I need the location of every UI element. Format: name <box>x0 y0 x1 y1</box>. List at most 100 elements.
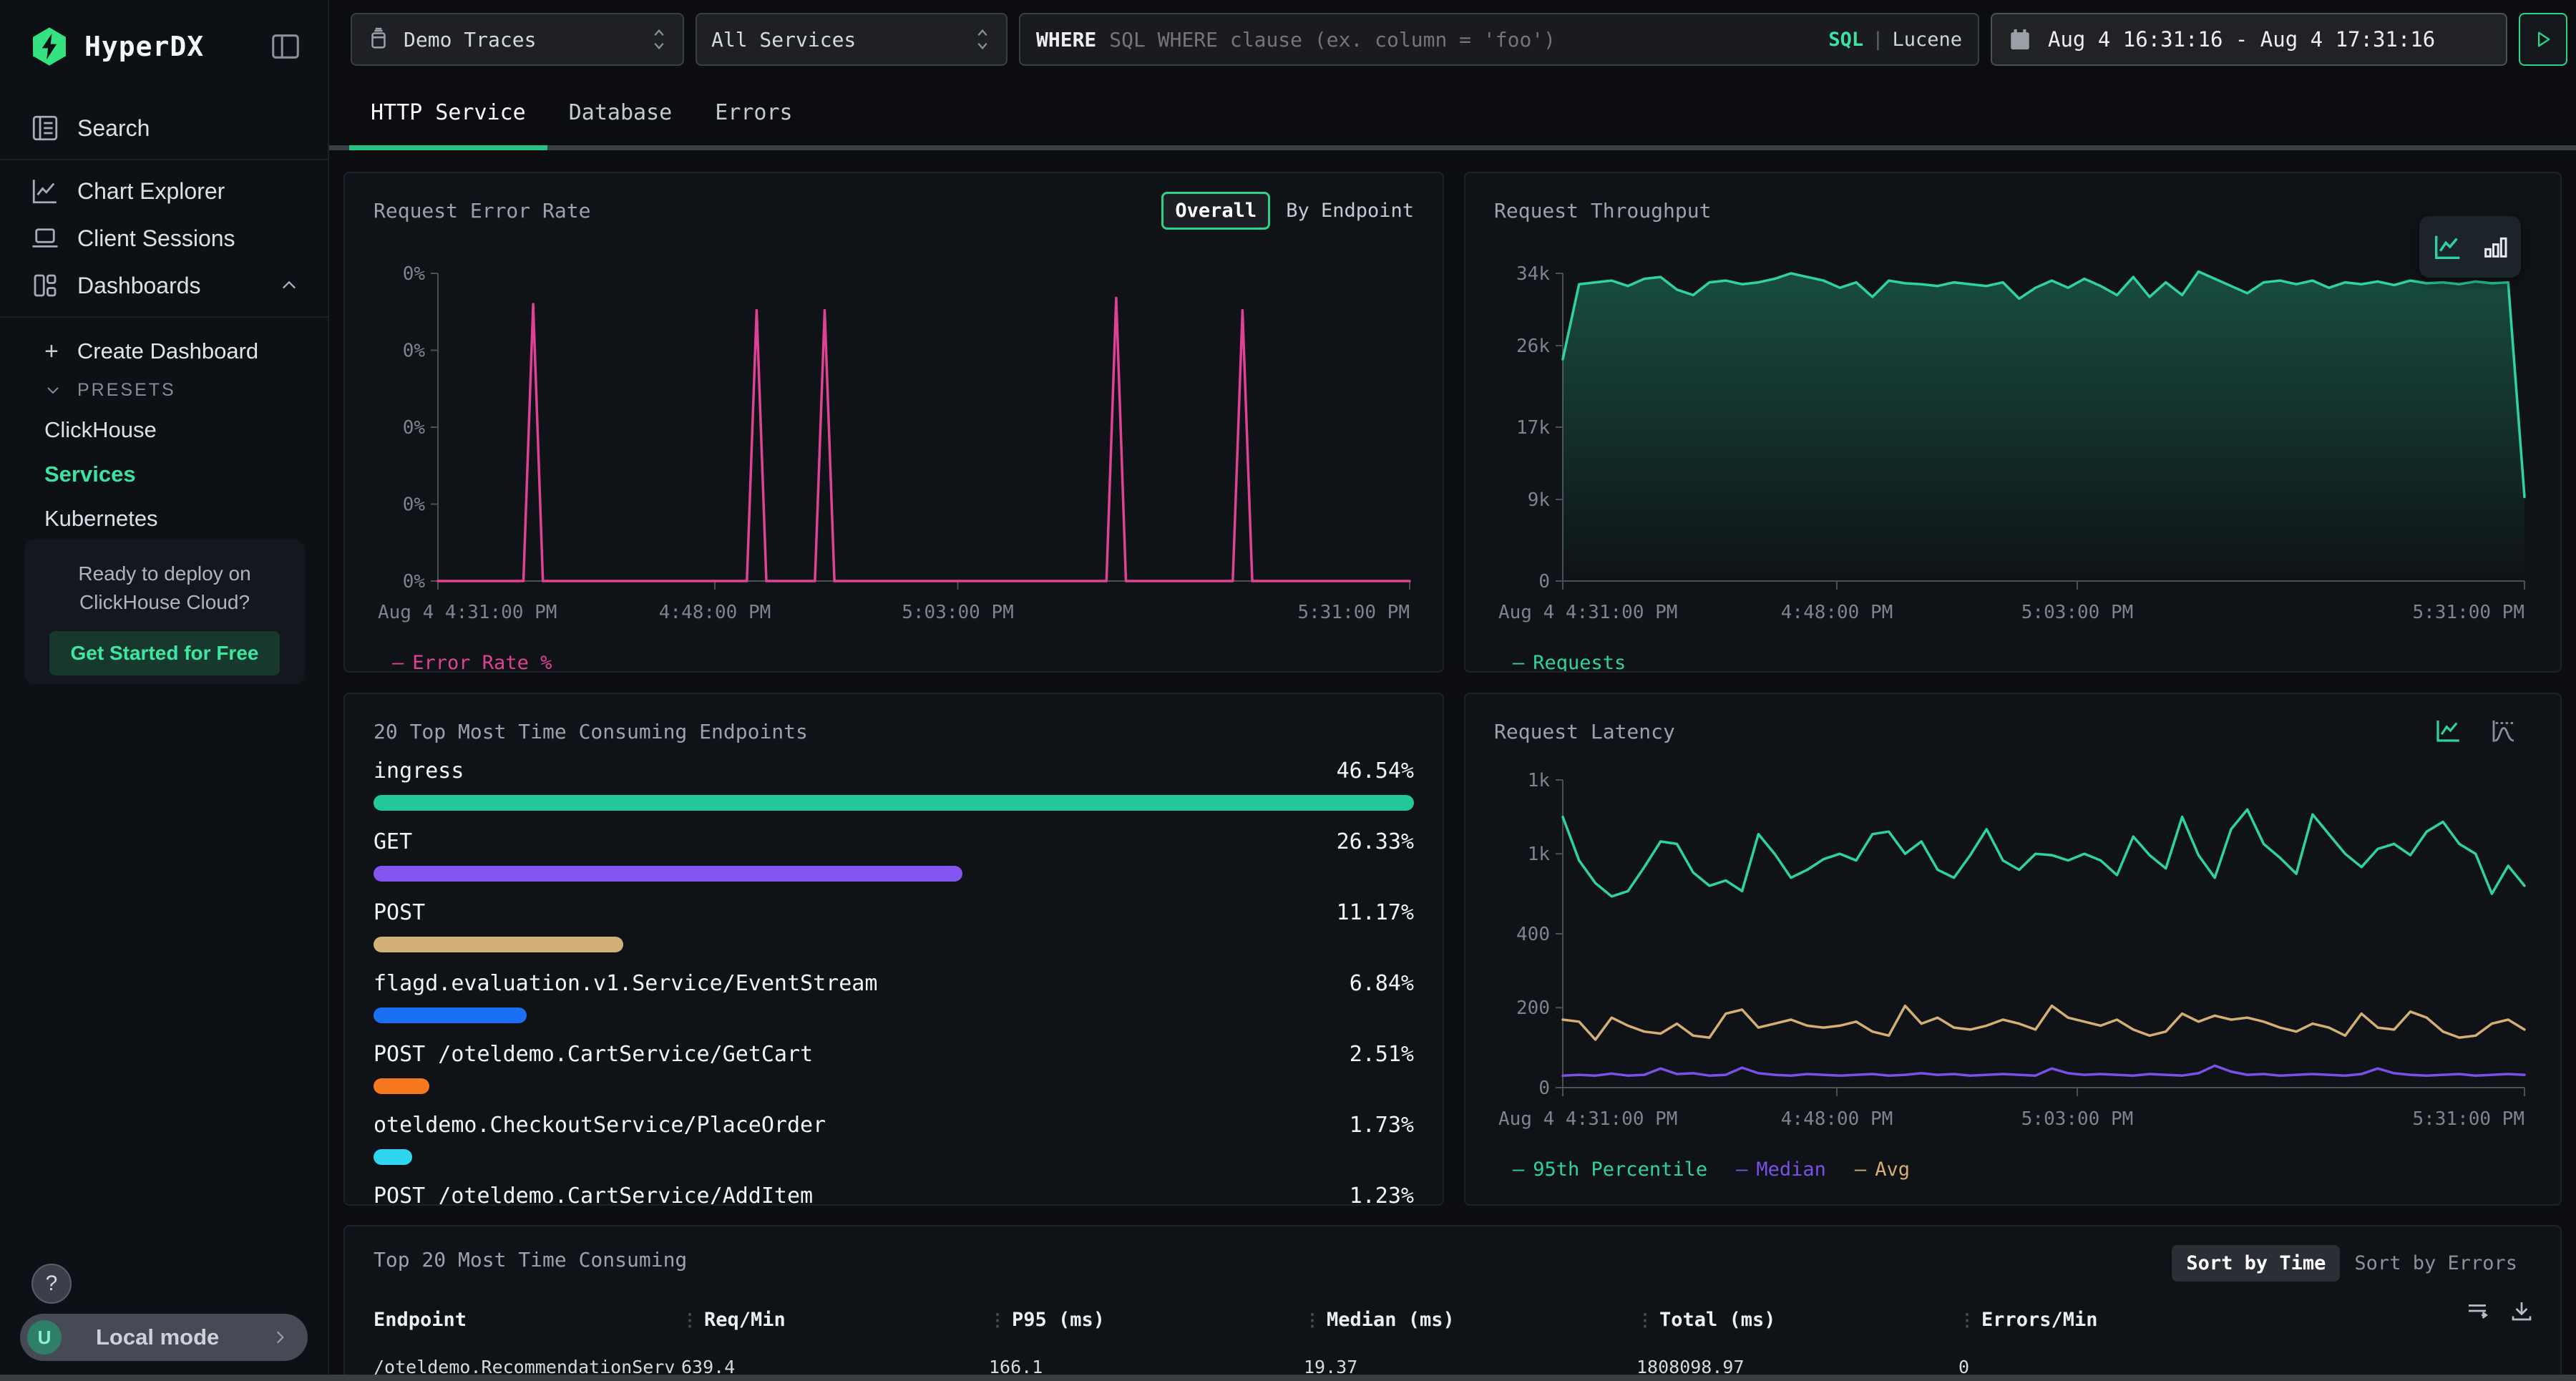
legend-avg[interactable]: — Avg <box>1855 1158 1910 1181</box>
line-chart-icon[interactable] <box>2431 230 2464 263</box>
legend-error-rate[interactable]: — Error Rate % <box>392 652 552 673</box>
avatar: U <box>27 1320 62 1355</box>
endpoint-row[interactable]: POST /oteldemo.CartService/GetCart2.51% <box>374 1042 1414 1094</box>
legend-median[interactable]: — Median <box>1736 1158 1826 1181</box>
lucene-mode-button[interactable]: Lucene <box>1892 29 1962 51</box>
sidebar-collapse-icon[interactable] <box>269 30 302 63</box>
legend-dash-icon: — <box>1513 1158 1524 1181</box>
svg-text:5:31:00 PM: 5:31:00 PM <box>2412 1108 2524 1130</box>
svg-text:0%: 0% <box>403 494 426 516</box>
tab-http-service[interactable]: HTTP Service <box>349 100 547 150</box>
column-header-errors-min[interactable]: ⋮Errors/Min <box>1958 1309 2532 1331</box>
search-input[interactable] <box>1109 28 1828 52</box>
sidebar-item-search[interactable]: Search <box>0 104 328 152</box>
sidebar-item-label: Search <box>77 115 150 142</box>
svg-text:17k: 17k <box>1516 417 1550 439</box>
sort-by-errors-button[interactable]: Sort by Errors <box>2340 1245 2532 1282</box>
chevron-up-icon <box>279 275 299 296</box>
tab-errors[interactable]: Errors <box>693 100 814 150</box>
column-header-total[interactable]: ⋮Total (ms) <box>1636 1309 1958 1331</box>
endpoint-row[interactable]: oteldemo.CheckoutService/PlaceOrder1.73% <box>374 1113 1414 1165</box>
panel-top-endpoints: 20 Top Most Time Consuming Endpoints ing… <box>343 693 1444 1206</box>
column-settings-icon[interactable] <box>2464 1298 2490 1324</box>
endpoint-row[interactable]: ingress46.54% <box>374 758 1414 811</box>
endpoint-list: ingress46.54% GET26.33% POST11.17% flagd… <box>374 758 1414 1206</box>
time-range-picker[interactable]: Aug 4 16:31:16 - Aug 4 17:31:16 <box>1991 13 2507 66</box>
drag-handle-icon[interactable]: ⋮ <box>989 1310 1005 1330</box>
bar-chart-icon[interactable] <box>2481 233 2509 261</box>
column-header-endpoint[interactable]: Endpoint <box>374 1309 681 1331</box>
panel-endpoints-table: Top 20 Most Time Consuming Sort by Time … <box>343 1225 2562 1381</box>
chart-legend: — Error Rate % <box>374 648 1414 673</box>
drag-handle-icon[interactable]: ⋮ <box>1304 1310 1319 1330</box>
line-chart-icon[interactable] <box>2433 716 2463 746</box>
presets-label: PRESETS <box>77 380 176 401</box>
drag-handle-icon[interactable]: ⋮ <box>1636 1310 1652 1330</box>
histogram-icon[interactable] <box>2489 716 2519 746</box>
presets-toggle[interactable]: PRESETS <box>44 372 328 408</box>
svg-text:0%: 0% <box>403 571 426 592</box>
chart-legend: — 95th Percentile — Median — Avg <box>1494 1155 2532 1184</box>
legend-dash-icon: — <box>1736 1158 1747 1181</box>
create-dashboard-button[interactable]: + Create Dashboard <box>44 331 328 372</box>
app-title: HyperDX <box>84 31 204 62</box>
sidebar-item-client-sessions[interactable]: Client Sessions <box>0 215 328 262</box>
endpoint-row[interactable]: flagd.evaluation.v1.Service/EventStream6… <box>374 971 1414 1023</box>
legend-95th-percentile[interactable]: — 95th Percentile <box>1513 1158 1707 1181</box>
svg-text:Aug 4 4:31:00 PM: Aug 4 4:31:00 PM <box>1498 1108 1677 1130</box>
drag-handle-icon[interactable]: ⋮ <box>681 1310 697 1330</box>
chevron-right-icon <box>270 1328 289 1347</box>
column-header-median[interactable]: ⋮Median (ms) <box>1304 1309 1636 1331</box>
database-icon <box>366 27 391 52</box>
select-chevrons-icon <box>650 26 668 53</box>
dashboard-grid-icon <box>30 270 60 301</box>
latency-chart[interactable]: 1k1k4002000Aug 4 4:31:00 PM4:48:00 PM5:0… <box>1494 751 2534 1152</box>
mode-divider: | <box>1872 29 1883 51</box>
download-icon[interactable] <box>2509 1298 2534 1324</box>
tab-database[interactable]: Database <box>547 100 694 150</box>
svg-text:0%: 0% <box>403 263 426 285</box>
column-header-req-min[interactable]: ⋮Req/Min <box>681 1309 989 1331</box>
hyperdx-logo-icon <box>29 26 70 67</box>
column-header-p95[interactable]: ⋮P95 (ms) <box>989 1309 1304 1331</box>
svg-text:26k: 26k <box>1516 336 1550 357</box>
sort-by-time-button[interactable]: Sort by Time <box>2172 1245 2340 1282</box>
error-rate-chart[interactable]: 0%0%0%0%0%Aug 4 4:31:00 PM4:48:00 PM5:03… <box>374 230 1417 645</box>
service-select-value: All Services <box>711 28 856 52</box>
help-button[interactable]: ? <box>31 1264 72 1304</box>
preset-services[interactable]: Services <box>44 452 328 497</box>
main-area: Demo Traces All Services WHERE SQL | Luc… <box>329 0 2576 1381</box>
user-menu[interactable]: U Local mode <box>20 1314 308 1361</box>
sidebar-item-label: Dashboards <box>77 273 201 299</box>
divider <box>0 159 328 160</box>
clickhouse-cloud-promo-card: Ready to deploy on ClickHouse Cloud? Get… <box>24 540 305 684</box>
horizontal-scrollbar[interactable] <box>0 1375 2576 1381</box>
drag-handle-icon[interactable]: ⋮ <box>1958 1310 1974 1330</box>
panel-request-latency: Request Latency 1k1k4002000Aug 4 4:31:00… <box>1464 693 2562 1206</box>
svg-text:4:48:00 PM: 4:48:00 PM <box>1781 1108 1893 1130</box>
service-select[interactable]: All Services <box>696 13 1008 66</box>
preset-label: ClickHouse <box>44 417 157 443</box>
sql-mode-button[interactable]: SQL <box>1828 29 1863 51</box>
select-chevrons-icon <box>973 26 992 53</box>
source-select[interactable]: Demo Traces <box>351 13 684 66</box>
run-query-button[interactable] <box>2519 13 2567 66</box>
endpoint-row[interactable]: POST /oteldemo.CartService/AddItem1.23% <box>374 1184 1414 1206</box>
get-started-button[interactable]: Get Started for Free <box>49 631 280 675</box>
endpoint-row[interactable]: POST11.17% <box>374 900 1414 952</box>
calendar-icon <box>2008 27 2032 52</box>
svg-text:34k: 34k <box>1516 263 1550 285</box>
endpoint-row[interactable]: GET26.33% <box>374 829 1414 882</box>
sidebar: HyperDX Search Chart Explorer Client Ses… <box>0 0 329 1381</box>
preset-kubernetes[interactable]: Kubernetes <box>44 497 328 541</box>
panel-title: Request Error Rate <box>374 199 590 223</box>
search-box[interactable]: WHERE SQL | Lucene <box>1019 13 1979 66</box>
preset-clickhouse[interactable]: ClickHouse <box>44 408 328 452</box>
sidebar-nav: Search Chart Explorer Client Sessions Da… <box>0 104 328 541</box>
legend-requests[interactable]: — Requests <box>1513 652 1626 673</box>
throughput-chart[interactable]: 34k26k17k9k0Aug 4 4:31:00 PM4:48:00 PM5:… <box>1494 230 2534 645</box>
sidebar-item-chart-explorer[interactable]: Chart Explorer <box>0 167 328 215</box>
by-endpoint-toggle[interactable]: By Endpoint <box>1286 200 1414 222</box>
sidebar-item-dashboards[interactable]: Dashboards <box>0 262 328 309</box>
overall-toggle-button[interactable]: Overall <box>1161 192 1270 230</box>
